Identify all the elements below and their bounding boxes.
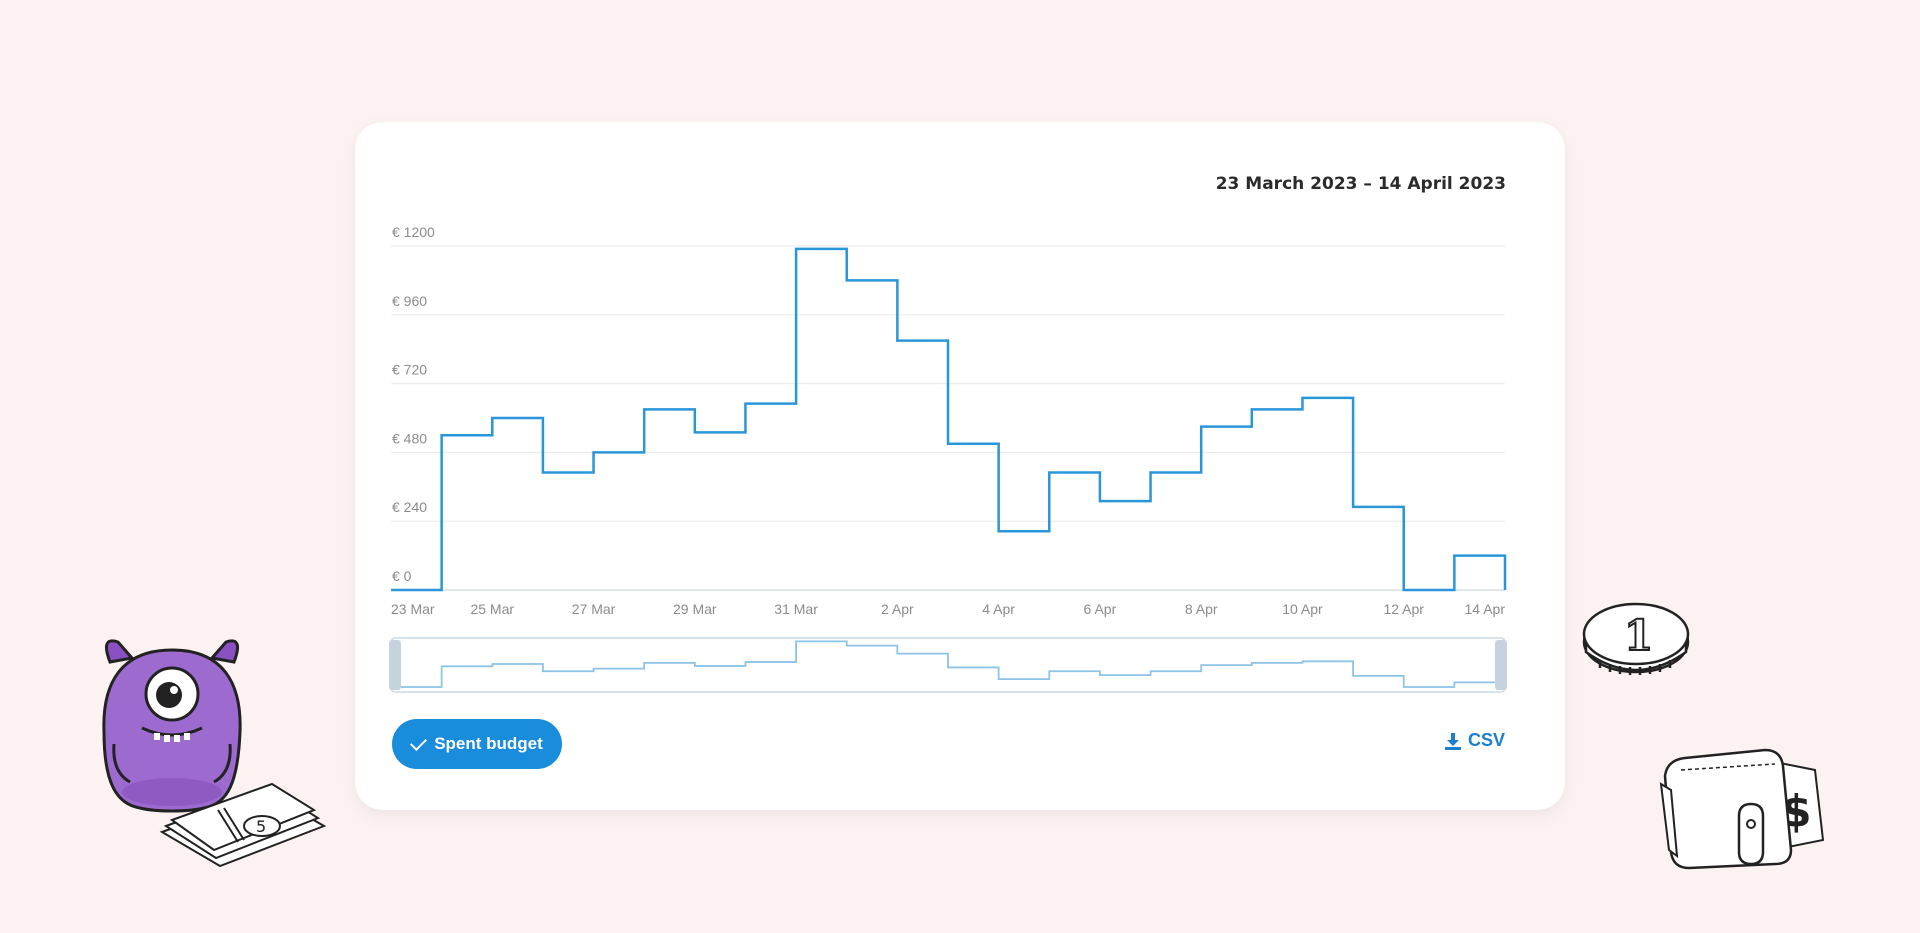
x-tick-label: 23 Mar (391, 601, 435, 617)
x-tick-label: 25 Mar (470, 601, 514, 617)
download-icon (1444, 732, 1461, 750)
x-tick-label: 31 Mar (774, 601, 818, 617)
chart-card: 23 March 2023 – 14 April 2023 € 0 € 240 € … (355, 122, 1565, 810)
y-tick-label: € 240 (392, 499, 427, 515)
y-axis-labels: € 0 € 240 € 480 € 720 € 960 € 1200 (392, 224, 435, 584)
svg-text:5: 5 (256, 817, 266, 836)
navigator-handle-right[interactable] (1495, 640, 1507, 690)
x-tick-label: 6 Apr (1084, 601, 1117, 617)
y-tick-label: € 960 (392, 293, 427, 309)
y-tick-label: € 1200 (392, 224, 435, 240)
chart-area: € 0 € 240 € 480 € 720 € 960 € 1200 23 Mar 25 M… (389, 224, 1507, 693)
x-tick-label: 12 Apr (1383, 601, 1424, 617)
x-tick-label: 27 Mar (572, 601, 616, 617)
csv-label: CSV (1467, 730, 1505, 750)
monster-mascot-icon (102, 639, 242, 813)
date-range-label: 23 March 2023 – 14 April 2023 (1215, 174, 1506, 194)
y-tick-label: € 0 (392, 568, 412, 584)
check-icon (410, 733, 428, 751)
navigator-handle-left[interactable] (389, 640, 401, 690)
x-tick-label: 29 Mar (673, 601, 717, 617)
spent-budget-button[interactable]: Spent budget (392, 719, 562, 769)
x-tick-label: 10 Apr (1282, 601, 1323, 617)
spent-budget-label: Spent budget (434, 734, 543, 753)
navigator-line (391, 640, 1506, 688)
money-stack-icon: 5 (159, 782, 327, 868)
x-axis-labels: 23 Mar 25 Mar 27 Mar 29 Mar 31 Mar 2 Apr 4 Apr… (391, 601, 1505, 617)
wallet-dollar-icon: $ (1659, 748, 1825, 870)
y-tick-label: € 720 (392, 362, 427, 378)
coin-one-icon: 1 (1582, 602, 1690, 675)
x-tick-label: 14 Apr (1465, 601, 1506, 617)
x-tick-label: 8 Apr (1185, 601, 1218, 617)
x-tick-label: 4 Apr (982, 601, 1015, 617)
svg-text:1: 1 (1624, 611, 1653, 660)
x-tick-label: 2 Apr (881, 601, 914, 617)
csv-download-button[interactable]: CSV (1444, 730, 1505, 751)
range-navigator[interactable] (389, 637, 1507, 693)
y-tick-label: € 480 (392, 430, 427, 446)
series-line-spent-budget[interactable] (391, 247, 1507, 592)
